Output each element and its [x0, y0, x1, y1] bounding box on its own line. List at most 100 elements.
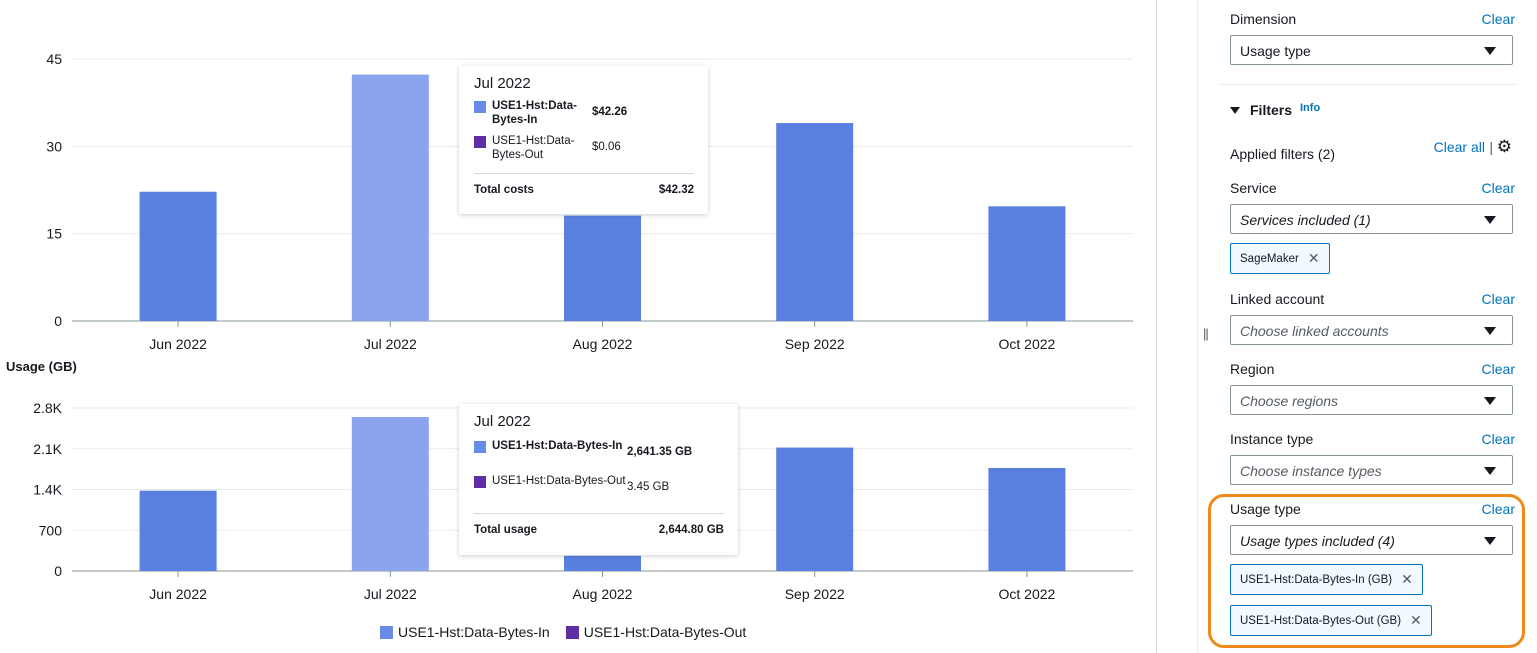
info-link[interactable]: Info — [1300, 102, 1321, 114]
legend-item-bytes-out[interactable]: USE1-Hst:Data-Bytes-Out — [565, 624, 747, 640]
bar — [564, 555, 641, 571]
usage-type-token: USE1-Hst:Data-Bytes-Out (GB) ✕ — [1230, 605, 1432, 636]
clear-all-link[interactable]: Clear all — [1433, 139, 1485, 155]
x-tick-label: Oct 2022 — [998, 336, 1055, 352]
y-tick-label: 0 — [54, 313, 62, 329]
x-tick-label: Sep 2022 — [785, 586, 845, 602]
dimension-clear-link[interactable]: Clear — [1481, 11, 1515, 27]
bar — [988, 467, 1066, 571]
tooltip-total: Total costs $42.32 — [474, 184, 694, 196]
bar — [139, 191, 217, 321]
tooltip-row: USE1-Hst:Data-Bytes-In $42.26 — [474, 99, 694, 127]
tooltip-row-name: USE1-Hst:Data-Bytes-Out — [492, 135, 575, 161]
caret-down-icon — [1484, 397, 1496, 405]
clear-all-separator: | — [1489, 139, 1493, 155]
dimension-value: Usage type — [1240, 43, 1311, 59]
legend-label: USE1-Hst:Data-Bytes-In — [398, 624, 550, 640]
service-select[interactable]: Services included (1) — [1230, 204, 1513, 234]
tooltip-row-name: USE1-Hst:Data-Bytes-In — [492, 100, 577, 126]
legend-item-bytes-in[interactable]: USE1-Hst:Data-Bytes-In — [380, 624, 550, 640]
tooltip-row-name: USE1-Hst:Data-Bytes-Out — [492, 475, 626, 487]
tooltip-row: USE1-Hst:Data-Bytes-Out $0.06 — [474, 134, 694, 162]
series-in-swatch — [474, 441, 486, 453]
usage-tooltip: Jul 2022 USE1-Hst:Data-Bytes-In 2,641.35… — [459, 404, 738, 555]
instance-type-select[interactable]: Choose instance types — [1230, 455, 1513, 485]
resize-handle-icon[interactable]: || — [1203, 326, 1209, 341]
bar — [139, 490, 217, 571]
y-tick-label: 0 — [54, 563, 62, 579]
service-value: Services included (1) — [1240, 212, 1371, 228]
x-tick-label: Jun 2022 — [149, 586, 207, 602]
usage-type-highlight-outline — [1208, 494, 1525, 648]
filter-panel: Dimension Clear Usage type Filters Info … — [1197, 0, 1537, 653]
y-tick-label: 1.4K — [33, 482, 62, 498]
instance-type-clear-link[interactable]: Clear — [1481, 431, 1515, 447]
usage-type-token: USE1-Hst:Data-Bytes-In (GB) ✕ — [1230, 564, 1423, 595]
legend-swatch — [565, 625, 579, 639]
panel-divider — [1156, 0, 1157, 653]
linked-account-select[interactable]: Choose linked accounts — [1230, 315, 1513, 345]
divider — [1220, 84, 1516, 85]
tooltip-total-label: Total usage — [474, 524, 538, 536]
filters-toggle[interactable]: Filters — [1230, 102, 1292, 118]
service-token: SageMaker ✕ — [1230, 243, 1330, 274]
dimension-label: Dimension — [1230, 11, 1297, 27]
settings-gear-icon[interactable]: ⚙ — [1496, 137, 1512, 156]
service-label: Service — [1230, 180, 1277, 196]
series-out-swatch — [474, 476, 486, 488]
usage-axis-label: Usage (GB) — [6, 359, 77, 374]
tooltip-row-value: 2,641.35 GB — [627, 446, 693, 458]
x-tick-label: Sep 2022 — [785, 336, 845, 352]
tooltip-total-value: $42.32 — [658, 184, 694, 196]
region-clear-link[interactable]: Clear — [1481, 361, 1515, 377]
x-tick-label: Aug 2022 — [573, 336, 633, 352]
legend-swatch — [380, 625, 393, 639]
tooltip-row-name: USE1-Hst:Data-Bytes-In — [492, 440, 623, 452]
remove-token-icon[interactable]: ✕ — [1307, 250, 1320, 266]
token-label: USE1-Hst:Data-Bytes-In (GB) — [1240, 573, 1393, 586]
region-placeholder: Choose regions — [1240, 393, 1339, 409]
chart-legend: USE1-Hst:Data-Bytes-In USE1-Hst:Data-Byt… — [380, 624, 762, 640]
chart-area: 0 15 30 45 Jun 2022 Jul 2022 Aug 2022 Sep 2022 O… — [6, 51, 1133, 640]
caret-down-icon — [1484, 537, 1496, 545]
remove-token-icon[interactable]: ✕ — [1401, 571, 1413, 587]
region-select[interactable]: Choose regions — [1230, 385, 1513, 415]
caret-down-icon — [1484, 47, 1496, 55]
token-label: SageMaker — [1240, 252, 1299, 265]
instance-type-placeholder: Choose instance types — [1240, 463, 1382, 479]
caret-down-icon — [1230, 106, 1240, 114]
usage-type-value: Usage types included (4) — [1240, 533, 1395, 549]
caret-down-icon — [1484, 216, 1496, 224]
linked-account-clear-link[interactable]: Clear — [1481, 291, 1515, 307]
tooltip-row-value: $0.06 — [592, 141, 621, 153]
region-label: Region — [1230, 361, 1275, 377]
linked-account-placeholder: Choose linked accounts — [1240, 323, 1389, 339]
bar — [988, 206, 1066, 321]
tooltip-separator — [474, 173, 694, 174]
x-tick-label: Oct 2022 — [998, 586, 1055, 602]
service-clear-link[interactable]: Clear — [1481, 180, 1515, 196]
applied-filters-label: Applied filters (2) — [1230, 146, 1336, 162]
tooltip-total: Total usage 2,644.80 GB — [474, 524, 724, 536]
y-tick-label: 2.8K — [33, 400, 62, 416]
x-tick-label: Jul 2022 — [364, 336, 417, 352]
x-tick-label: Jul 2022 — [364, 586, 417, 602]
series-in-swatch — [474, 101, 486, 113]
bar — [776, 123, 854, 322]
tooltip-separator — [474, 513, 724, 514]
legend-label: USE1-Hst:Data-Bytes-Out — [583, 624, 747, 640]
tooltip-row-value: $42.26 — [592, 106, 628, 118]
remove-token-icon[interactable]: ✕ — [1410, 612, 1422, 628]
token-label: USE1-Hst:Data-Bytes-Out (GB) — [1240, 614, 1402, 627]
dimension-select[interactable]: Usage type — [1230, 35, 1513, 65]
y-tick-label: 15 — [46, 226, 62, 242]
instance-type-label: Instance type — [1230, 431, 1314, 447]
bar — [351, 74, 429, 322]
usage-type-select[interactable]: Usage types included (4) — [1230, 525, 1513, 555]
usage-type-clear-link[interactable]: Clear — [1481, 501, 1515, 517]
x-tick-label: Aug 2022 — [573, 586, 633, 602]
bar — [564, 215, 641, 321]
tooltip-row: USE1-Hst:Data-Bytes-Out 3.45 GB — [474, 474, 724, 494]
y-tick-label: 2.1K — [33, 441, 62, 457]
y-tick-label: 700 — [39, 522, 63, 538]
